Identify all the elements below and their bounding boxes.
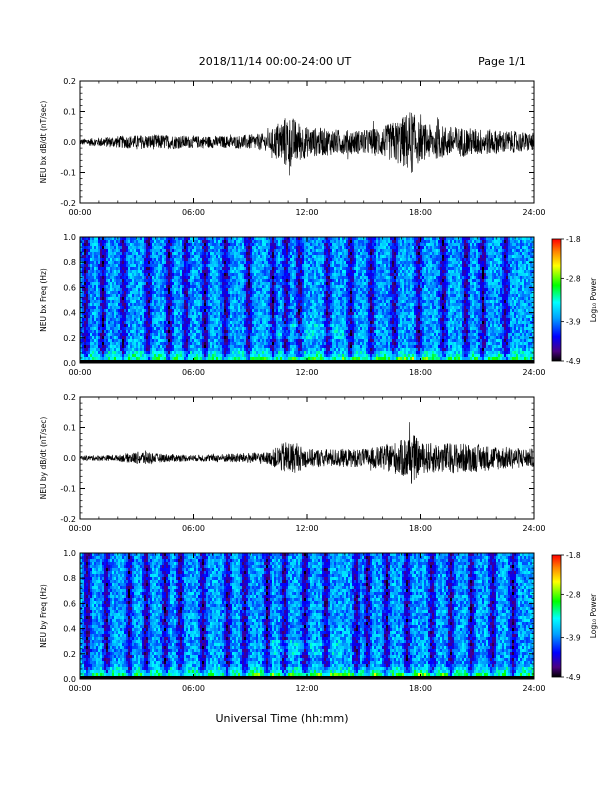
x-tick-label: 24:00 <box>522 684 545 693</box>
y-tick-label: 0.2 <box>63 393 76 402</box>
y-tick-label: -0.2 <box>60 199 76 208</box>
x-tick-label: 12:00 <box>295 368 318 377</box>
spectrogram-bx <box>80 237 534 363</box>
y-tick-label: 0.2 <box>63 334 76 343</box>
panel-4: 1.0 0.8 0.6 0.4 0.2 0.000:00 06:00 12:00 18:00 24… <box>39 549 546 693</box>
panel-1: 0.2 0.1 0.0 -0.1 -0.200:00 06:00 12:00 18:00 24:… <box>39 77 546 217</box>
colorbar-label: Log₁₀ Power <box>589 593 598 638</box>
y-axis-label: NEU bx Freq (Hz) <box>39 268 48 332</box>
x-tick-label: 06:00 <box>182 208 205 217</box>
y-tick-label: 0.2 <box>63 77 76 86</box>
panels: 0.20.10.0-0.1-0.200:00 06:00 12:00 18:00 24:… <box>39 77 546 693</box>
colorbar-gradient <box>552 555 561 677</box>
y-tick-label: -0.1 <box>60 485 76 494</box>
panel-2: 1.0 0.8 0.6 0.4 0.2 0.000:00 06:00 12:00 18:00 24… <box>39 233 546 377</box>
colorbar: -1.8 -2.8 -3.9 -4.9 Log₁₀ Power <box>552 235 598 366</box>
x-tick-label: 12:00 <box>295 684 318 693</box>
colorbar-tick-label: -3.9 <box>566 634 581 643</box>
y-axis-label: NEU by dB/dt (nT/sec) <box>39 417 48 500</box>
y-axis-label: NEU by Freq (Hz) <box>39 584 48 648</box>
page-indicator: Page 1/1 <box>478 55 526 68</box>
x-tick-label: 00:00 <box>68 684 91 693</box>
y-tick-label: 0.8 <box>63 258 76 267</box>
x-tick-label: 12:00 <box>295 208 318 217</box>
x-tick-label: 18:00 <box>409 368 432 377</box>
y-tick-label: -0.1 <box>60 169 76 178</box>
y-tick-label: 0.0 <box>63 454 76 463</box>
colorbar-tick-label: -2.8 <box>566 274 581 283</box>
trace-bx <box>80 112 534 175</box>
y-tick-label: 0.1 <box>63 108 76 117</box>
y-tick-label: 0.0 <box>63 359 76 368</box>
figure-title: 2018/11/14 00:00-24:00 UT <box>199 55 352 68</box>
x-tick-label: 24:00 <box>522 524 545 533</box>
spectrogram-by <box>80 553 534 679</box>
x-tick-label: 24:00 <box>522 208 545 217</box>
y-tick-label: 0.8 <box>63 574 76 583</box>
panel-3: 0.2 0.1 0.0 -0.1 -0.200:00 06:00 12:00 18:00 24:… <box>39 393 546 533</box>
y-tick-label: 0.1 <box>63 424 76 433</box>
colorbar-label: Log₁₀ Power <box>589 277 598 322</box>
x-tick-label: 00:00 <box>68 208 91 217</box>
y-tick-label: 0.2 <box>63 650 76 659</box>
x-tick-label: 06:00 <box>182 368 205 377</box>
x-tick-label: 00:00 <box>68 368 91 377</box>
y-tick-label: 1.0 <box>63 233 76 242</box>
y-tick-label: 1.0 <box>63 549 76 558</box>
x-tick-label: 18:00 <box>409 684 432 693</box>
y-tick-label: 0.4 <box>63 309 76 318</box>
y-tick-label: -0.2 <box>60 515 76 524</box>
trace-by <box>80 422 534 484</box>
y-tick-label: 0.0 <box>63 675 76 684</box>
y-axis-label: NEU bx dB/dt (nT/sec) <box>39 101 48 184</box>
x-tick-label: 24:00 <box>522 368 545 377</box>
colorbar-tick-label: -1.8 <box>566 235 581 244</box>
colorbar-tick-label: -1.8 <box>566 551 581 560</box>
x-tick-label: 00:00 <box>68 524 91 533</box>
x-tick-label: 06:00 <box>182 524 205 533</box>
colorbar-tick-label: -2.8 <box>566 590 581 599</box>
x-tick-label: 18:00 <box>409 524 432 533</box>
colorbar-tick-label: -4.9 <box>566 673 581 682</box>
colorbar: -1.8 -2.8 -3.9 -4.9 Log₁₀ Power <box>552 551 598 682</box>
chart-page: 2018/11/14 00:00-24:00 UT Page 1/1 0.20.… <box>0 0 612 792</box>
y-tick-label: 0.6 <box>63 283 76 292</box>
x-tick-label: 18:00 <box>409 208 432 217</box>
y-tick-label: 0.6 <box>63 599 76 608</box>
colorbar-tick-label: -3.9 <box>566 318 581 327</box>
x-axis-label: Universal Time (hh:mm) <box>216 712 349 725</box>
colorbar-tick-label: -4.9 <box>566 357 581 366</box>
colorbar-gradient <box>552 239 561 361</box>
x-tick-label: 12:00 <box>295 524 318 533</box>
x-tick-label: 06:00 <box>182 684 205 693</box>
y-tick-label: 0.0 <box>63 138 76 147</box>
y-tick-label: 0.4 <box>63 625 76 634</box>
